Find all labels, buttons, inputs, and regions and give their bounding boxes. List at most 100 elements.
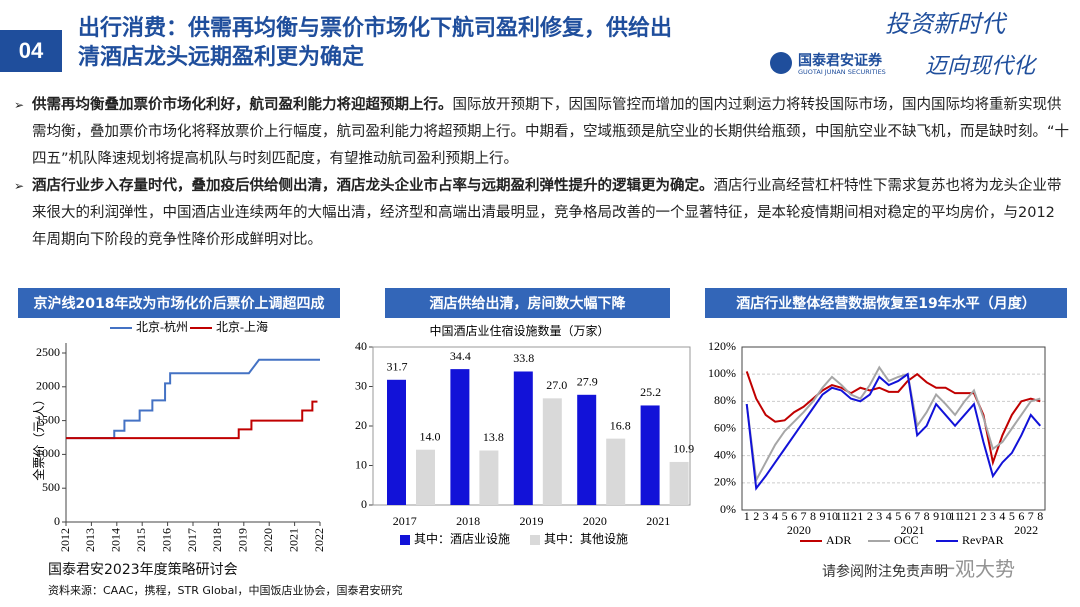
slogan: 迈向现代化 [925,54,1036,79]
y-tick-label: 40% [714,447,736,461]
x-tick-label: 2020 [261,528,275,552]
value-label: 27.0 [546,378,567,392]
panel-title: 酒店供给出清，房间数大幅下降 [385,288,670,318]
y-tick-label: 100% [708,366,736,380]
legend-label: RevPAR [962,533,1004,547]
plot-frame [741,346,1046,511]
x-tick-label: 2018 [210,528,224,552]
bullets: 供需再均衡叠加票价市场化利好，航司盈利能力将迎超预期上行。国际放开预期下，因国际… [14,92,1069,254]
event: 国泰君安2023年度策略研讨会 [48,562,238,578]
year-label: 2020 [787,523,811,537]
value-label: 31.7 [387,360,408,374]
y-axis-label: 全票价（元/人） [31,393,46,480]
y-tick-label: 20 [355,418,367,432]
x-tick-label: 7 [801,509,807,523]
legend-label: ADR [826,533,851,547]
x-tick-label: 9 [819,509,825,523]
watermark: 一观大势 [935,557,1015,581]
series-line [745,365,1041,484]
disclaimer: 请参阅附注免责声明 [822,564,948,580]
legend-label: 其中：其他设施 [544,531,628,546]
x-tick-label: 2015 [134,528,148,552]
panel-title: 京沪线2018年改为市场化价后票价上调超四成 [18,288,340,318]
x-tick-label: 5 [782,509,788,523]
y-tick-label: 500 [42,480,60,494]
y-tick-label: 80% [714,393,736,407]
slogan: 投资新时代 [885,10,1005,38]
logo-icon [770,52,792,74]
chart-title: 中国酒店业住宿设施数量（万家） [429,323,609,338]
x-tick-label: 5 [1009,509,1015,523]
year-label: 2021 [900,523,924,537]
series-line [66,400,318,440]
company: 国泰君安证券 [798,53,882,69]
x-tick-label: 2019 [236,528,250,552]
x-tick-label: 6 [791,509,797,523]
x-tick-label: 6 [905,509,911,523]
bullet-lead: 供需再均衡叠加票价市场化利好，航司盈利能力将迎超预期上行。 [32,97,453,113]
value-label: 14.0 [420,429,441,443]
legend-label: 其中：酒店业设施 [414,531,510,546]
y-tick-label: 60% [714,420,736,434]
x-tick-label: 11 [836,509,848,523]
value-label: 16.8 [610,418,631,432]
legend-swatch [400,535,410,545]
bullet-lead: 酒店行业步入存量时代，叠加疫后供给侧出清，酒店龙头企业市占率与远期盈利弹性提升的… [32,178,714,194]
y-tick-label: 0% [720,502,736,516]
source: 资料来源：CAAC，携程，STR Global，中国饭店业协会，国泰君安研究 [48,584,403,597]
value-label: 27.9 [577,375,598,389]
bullet: 酒店行业步入存量时代，叠加疫后供给侧出清，酒店龙头企业市占率与远期盈利弹性提升的… [14,173,1069,254]
series-line [745,372,1042,491]
x-tick-label: 7 [914,509,920,523]
series-line [66,358,320,440]
bullet-text: 酒店行业高经营杠杆特性下需求复苏也将为龙头企业带来很大的利润弹性，中国酒店业连续… [32,178,1062,248]
x-tick-label: 12 [959,509,971,523]
y-tick-label: 1500 [36,412,60,426]
x-tick-label: 4 [772,509,778,523]
x-tick-label: 2016 [159,528,173,552]
bar [606,438,626,505]
x-tick-label: 2014 [109,528,123,552]
x-tick-label: 1 [744,509,750,523]
y-tick-label: 0 [361,497,367,511]
bar [577,394,597,505]
value-label: 13.8 [483,430,504,444]
x-tick-label: 8 [1037,509,1043,523]
x-tick-label: 2019 [520,514,544,528]
x-tick-label: 11 [949,509,961,523]
legend-label: 北京-杭州 [136,319,188,334]
x-tick-label: 10 [826,509,838,523]
x-tick-label: 3 [876,509,882,523]
slide-title: 出行消费：供需再均衡与票价市场化下航司盈利修复，供给出 清酒店龙头远期盈利更为确定 [78,14,672,72]
y-tick-label: 30 [355,378,367,392]
bar [479,450,499,505]
y-tick-label: 10 [355,457,367,471]
title-line: 清酒店龙头远期盈利更为确定 [78,45,365,70]
bar [387,379,406,505]
x-tick-label: 2 [867,509,873,523]
x-tick-label: 5 [895,509,901,523]
series-line [745,371,1041,467]
y-tick-label: 20% [714,475,736,489]
value-label: 25.2 [640,385,661,399]
x-tick-label: 8 [924,509,930,523]
x-tick-label: 2013 [83,528,97,552]
y-tick-label: 1000 [36,446,60,460]
y-tick-label: 120% [708,339,736,353]
company-en: GUOTAI JUNAN SECURITIES [798,68,886,76]
legend-label: 北京-上海 [216,319,268,334]
x-tick-label: 2017 [185,528,199,552]
value-label: 34.4 [450,349,471,363]
bullet: 供需再均衡叠加票价市场化利好，航司盈利能力将迎超预期上行。国际放开预期下，因国际… [14,92,1069,173]
x-tick-label: 8 [810,509,816,523]
bar [669,461,689,505]
x-tick-label: 2020 [583,514,607,528]
title-line: 出行消费：供需再均衡与票价市场化下航司盈利修复，供给出 [78,16,673,41]
x-tick-label: 2022 [312,528,326,552]
x-tick-label: 3 [990,509,996,523]
legend-swatch [530,535,540,545]
x-tick-label: 1 [971,509,977,523]
x-tick-label: 12 [845,509,857,523]
y-tick-label: 2500 [36,345,60,359]
